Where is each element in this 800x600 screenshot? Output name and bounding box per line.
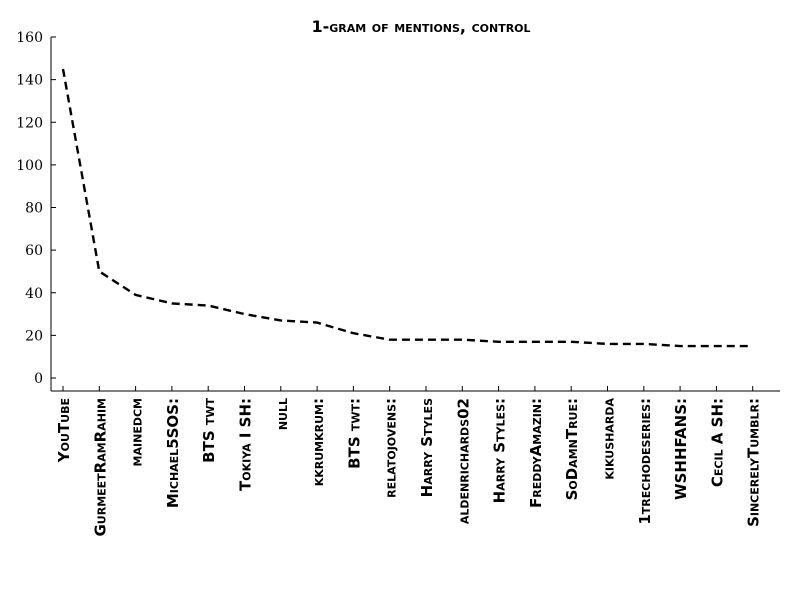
x-tick-label: FreddyAmazin:	[527, 398, 545, 508]
x-tick-label: 1trechodeseries:	[636, 398, 654, 525]
x-tick-label: Michael5SOS:	[164, 398, 182, 508]
y-tick-label: 160	[16, 30, 43, 46]
y-tick-label: 80	[25, 201, 43, 217]
y-tick-label: 140	[16, 73, 43, 89]
x-tick-label: relatojovens:	[382, 398, 400, 498]
y-tick-label: 100	[16, 158, 43, 174]
y-axis-ticks: 0 20 40 60 80 100 120 140 160	[16, 30, 56, 387]
x-tick-label: GurmeetRamRahim	[91, 398, 109, 537]
x-tick-label: Harry Styles:	[491, 398, 509, 503]
x-tick-label: kikusharda	[600, 398, 618, 480]
x-tick-label: null	[273, 398, 291, 430]
x-tick-label: BTS twt	[200, 398, 218, 463]
x-tick-label: kkrumkrum:	[309, 398, 327, 486]
data-points	[63, 69, 753, 346]
y-tick-label: 0	[34, 371, 43, 387]
y-tick-label: 20	[25, 328, 43, 344]
x-tick-label: aldenrichards02	[454, 398, 472, 524]
x-tick-label: Harry Styles	[418, 398, 436, 497]
x-tick-label: Tokiya I SH:	[237, 398, 255, 491]
x-tick-label: SincerelyTumblr:	[745, 398, 763, 527]
x-tick-label: YouTube	[55, 398, 73, 463]
x-tick-label: Cecil A SH:	[708, 398, 726, 487]
x-tick-label: SoDamnTrue:	[563, 398, 581, 500]
x-tick-label: WSHHFANS:	[672, 398, 690, 500]
series-line-mentions	[61, 68, 753, 348]
y-tick-label: 60	[25, 243, 43, 259]
x-tick-label: mainedcm	[128, 398, 146, 466]
y-tick-label: 120	[16, 115, 43, 131]
x-tick-label: BTS twt:	[345, 398, 363, 469]
chart-title: 1-gram of mentions, control	[311, 17, 530, 36]
y-tick-label: 40	[25, 286, 43, 302]
x-axis-ticks: YouTube GurmeetRamRahim mainedcm Michael5SO…	[55, 386, 763, 537]
